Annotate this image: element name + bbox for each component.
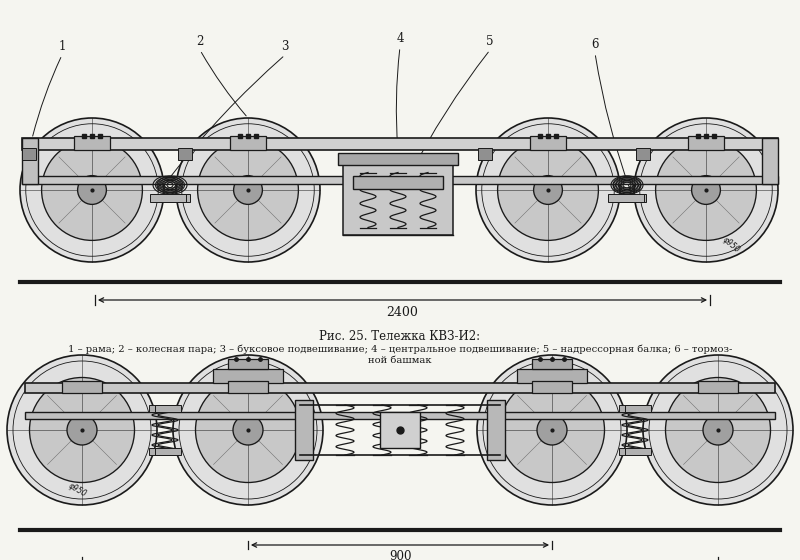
Bar xyxy=(343,165,453,235)
Bar xyxy=(487,400,505,460)
Bar xyxy=(228,380,268,393)
Text: 2400: 2400 xyxy=(386,306,418,319)
Text: φ950: φ950 xyxy=(721,235,742,255)
Circle shape xyxy=(78,176,106,204)
Circle shape xyxy=(234,176,262,204)
Text: φ950: φ950 xyxy=(66,481,88,499)
Circle shape xyxy=(233,415,263,445)
Circle shape xyxy=(643,355,793,505)
Bar xyxy=(213,368,283,382)
Bar xyxy=(25,382,775,393)
Text: 2: 2 xyxy=(196,35,204,48)
Text: ной башмак: ной башмак xyxy=(368,356,432,365)
Bar xyxy=(636,148,650,160)
Circle shape xyxy=(656,139,757,240)
Bar xyxy=(155,405,181,412)
Bar xyxy=(230,137,266,151)
Bar xyxy=(625,448,651,455)
Bar xyxy=(532,380,572,393)
Bar xyxy=(295,400,313,460)
Bar xyxy=(610,194,646,202)
Bar xyxy=(380,412,420,448)
Bar xyxy=(155,448,181,455)
Bar xyxy=(619,405,645,412)
Circle shape xyxy=(20,118,164,262)
Circle shape xyxy=(499,377,605,483)
Circle shape xyxy=(691,176,721,204)
Bar xyxy=(698,380,738,393)
Bar xyxy=(25,412,775,419)
Circle shape xyxy=(634,118,778,262)
Bar xyxy=(619,448,645,455)
Text: 5: 5 xyxy=(486,35,494,48)
Circle shape xyxy=(195,377,301,483)
Bar xyxy=(154,194,190,202)
Circle shape xyxy=(703,415,733,445)
Text: 1: 1 xyxy=(58,40,66,53)
Bar xyxy=(532,358,572,368)
Bar xyxy=(74,137,110,151)
Bar xyxy=(178,148,192,160)
Bar xyxy=(149,405,175,412)
Text: 900: 900 xyxy=(389,550,411,560)
Bar xyxy=(62,380,102,393)
Circle shape xyxy=(476,118,620,262)
Bar xyxy=(608,194,644,202)
Bar xyxy=(530,137,566,151)
Bar xyxy=(228,358,268,368)
Circle shape xyxy=(666,377,770,483)
Bar xyxy=(22,138,778,151)
Circle shape xyxy=(198,139,298,240)
Bar xyxy=(149,448,175,455)
Bar xyxy=(762,138,778,184)
Circle shape xyxy=(176,118,320,262)
Circle shape xyxy=(30,377,134,483)
Text: 3: 3 xyxy=(282,40,289,53)
Bar xyxy=(22,148,36,160)
Text: 4: 4 xyxy=(396,32,404,45)
Circle shape xyxy=(498,139,598,240)
Circle shape xyxy=(7,355,157,505)
Text: 6: 6 xyxy=(591,38,598,51)
Bar xyxy=(22,176,778,184)
Circle shape xyxy=(42,139,142,240)
Bar xyxy=(22,138,38,184)
Circle shape xyxy=(534,176,562,204)
Text: Рис. 25. Тележка КВЗ-И2:: Рис. 25. Тележка КВЗ-И2: xyxy=(319,330,481,343)
Text: 1 – рама; 2 – колесная пара; 3 – буксовое подвешивание; 4 – центральное подвешив: 1 – рама; 2 – колесная пара; 3 – буксово… xyxy=(68,344,732,353)
Bar xyxy=(688,137,724,151)
Bar xyxy=(150,194,186,202)
Circle shape xyxy=(477,355,627,505)
Circle shape xyxy=(67,415,97,445)
Bar xyxy=(517,368,587,382)
Bar xyxy=(353,176,443,189)
Circle shape xyxy=(173,355,323,505)
Bar xyxy=(625,405,651,412)
Circle shape xyxy=(537,415,567,445)
Bar xyxy=(478,148,492,160)
Bar xyxy=(338,153,458,165)
